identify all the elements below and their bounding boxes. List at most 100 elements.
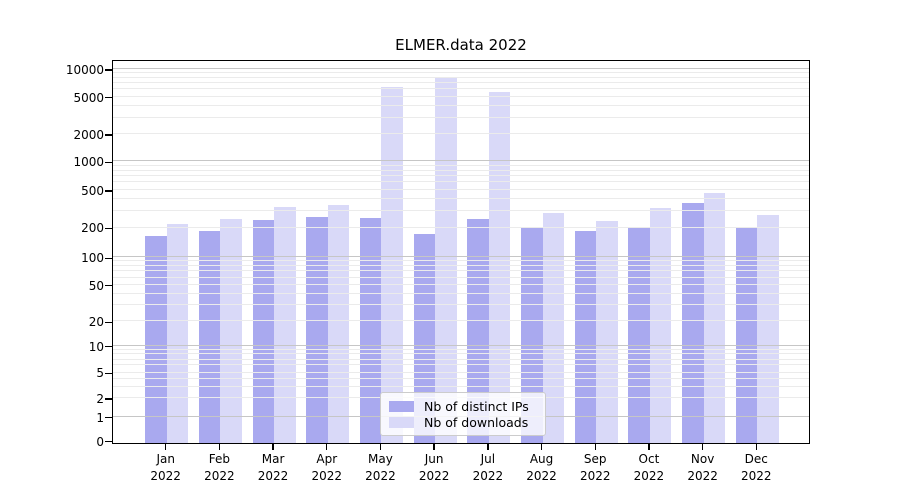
x-tick-month: Mar [261,452,285,466]
y-tick-label-50: 50 [88,278,104,293]
x-tick-month: Jan [156,452,175,466]
y-tick-mark-5000 [105,97,112,99]
y-tick-mark-1 [105,416,112,419]
gridline-60 [113,276,809,278]
y-tick-mark-10 [105,345,112,348]
legend-item-downloads: Nb of downloads [389,415,537,430]
bar-distinct-ips-dec [735,227,758,443]
y-tick-mark-2000 [105,134,112,136]
bar-distinct-ips-jul [467,219,489,443]
gridline-9000 [113,72,809,74]
legend-item-distinct-ips: Nb of distinct IPs [389,399,537,414]
x-tick-year: 2022 [204,469,235,483]
x-tick-mark-jan [164,444,167,450]
bar-distinct-ips-jan [145,235,167,443]
y-tick-label-100: 100 [81,251,104,266]
x-tick-month: Dec [744,452,768,466]
x-tick-year: 2022 [418,469,450,483]
x-tick-mark-dec [755,444,757,450]
y-tick-label-1: 1 [96,410,104,425]
x-tick-month: Feb [208,452,230,466]
gridline-1000 [113,160,809,162]
x-tick-label-apr: Apr 2022 [297,451,357,485]
bar-distinct-ips-nov [682,203,704,443]
y-tick-mark-50 [105,285,112,287]
x-tick-month: Apr [316,452,338,466]
gridline-6000 [113,88,809,90]
x-tick-label-nov: Nov 2022 [673,451,733,485]
x-tick-year: 2022 [365,469,396,483]
bar-downloads-jan [166,223,189,443]
bar-downloads-jun [435,76,457,443]
legend-swatch-distinct-ips [389,401,414,412]
x-tick-month: Oct [638,452,660,466]
x-tick-label-jul: Jul 2022 [458,451,518,485]
bar-distinct-ips-apr [306,216,328,443]
x-tick-mark-apr [326,444,328,450]
gridline-70 [113,270,809,272]
x-tick-label-sep: Sep 2022 [565,451,625,485]
y-tick-label-20: 20 [88,315,104,330]
x-tick-year: 2022 [579,469,611,483]
bar-distinct-ips-mar [252,220,275,443]
gridline-8 [113,353,809,355]
x-tick-year: 2022 [633,469,665,483]
y-tick-label-1000: 1000 [73,155,104,170]
x-tick-year: 2022 [687,469,718,483]
y-tick-label-0: 0 [96,434,104,449]
y-tick-label-5000: 5000 [73,90,104,105]
y-tick-mark-5 [105,372,112,375]
gridline-800 [113,169,809,171]
bar-downloads-feb [220,219,242,443]
bar-distinct-ips-jun [413,233,436,443]
y-tick-mark-0 [105,440,112,443]
x-tick-mark-nov [701,444,704,450]
x-tick-month: Aug [529,452,554,466]
y-tick-label-2000: 2000 [73,127,104,142]
gridline-7000 [113,82,809,84]
y-tick-mark-20 [105,321,112,323]
y-tick-label-10: 10 [88,339,104,354]
gridline-4000 [113,104,809,106]
bar-distinct-ips-aug [521,226,543,443]
y-tick-mark-500 [105,190,112,192]
y-tick-label-200: 200 [81,221,104,236]
plot-area [112,60,810,444]
x-tick-mark-sep [594,444,596,450]
y-tick-label-500: 500 [81,183,104,198]
gridline-50 [113,283,809,285]
y-tick-mark-100 [105,257,112,259]
gridline-40 [113,292,809,294]
gridline-700 [113,175,809,177]
x-tick-label-mar: Mar 2022 [243,451,303,485]
gridline-300 [113,209,809,211]
bar-downloads-sep [596,220,618,443]
x-tick-label-may: May 2022 [350,451,410,485]
gridline-5 [113,371,809,373]
gridline-900 [113,164,809,166]
x-tick-year: 2022 [150,469,181,483]
legend: Nb of distinct IPs Nb of downloads [380,392,546,436]
gridline-9 [113,348,809,350]
x-tick-month: Jul [480,452,496,466]
bar-downloads-jul [488,92,511,443]
x-tick-year: 2022 [257,469,289,483]
x-tick-label-oct: Oct 2022 [619,451,679,485]
gridline-2000 [113,133,809,134]
x-tick-label-dec: Dec 2022 [726,451,786,485]
chart-title: ELMER.data 2022 [395,36,527,54]
bar-downloads-mar [274,207,296,443]
x-tick-mark-mar [272,444,274,450]
bar-downloads-nov [703,193,726,443]
x-tick-mark-jun [433,444,435,450]
x-tick-label-jan: Jan 2022 [136,451,196,485]
legend-label-distinct-ips: Nb of distinct IPs [424,399,529,414]
x-tick-mark-jul [487,444,489,450]
gridline-4 [113,377,809,379]
bar-downloads-dec [757,215,779,443]
gridline-90 [113,260,809,262]
x-tick-month: Jun [424,452,444,466]
bar-downloads-oct [649,208,672,443]
x-tick-label-jun: Jun 2022 [404,451,464,485]
